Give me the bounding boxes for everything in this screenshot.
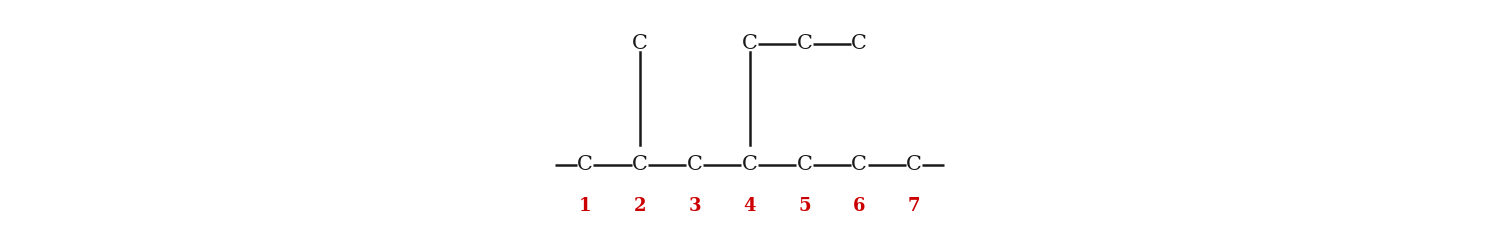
Text: 6: 6 — [853, 197, 865, 215]
Text: 1: 1 — [579, 197, 591, 215]
Text: C: C — [631, 155, 648, 174]
Text: C: C — [577, 155, 592, 174]
Text: C: C — [907, 155, 922, 174]
Text: 3: 3 — [688, 197, 702, 215]
Text: 4: 4 — [744, 197, 755, 215]
Text: C: C — [851, 34, 868, 53]
Text: C: C — [742, 34, 757, 53]
Text: C: C — [687, 155, 703, 174]
Text: 7: 7 — [908, 197, 920, 215]
Text: 5: 5 — [797, 197, 811, 215]
Text: C: C — [796, 155, 812, 174]
Text: 2: 2 — [634, 197, 646, 215]
Text: C: C — [851, 155, 868, 174]
Text: C: C — [631, 34, 648, 53]
Text: C: C — [742, 155, 757, 174]
Text: C: C — [796, 34, 812, 53]
